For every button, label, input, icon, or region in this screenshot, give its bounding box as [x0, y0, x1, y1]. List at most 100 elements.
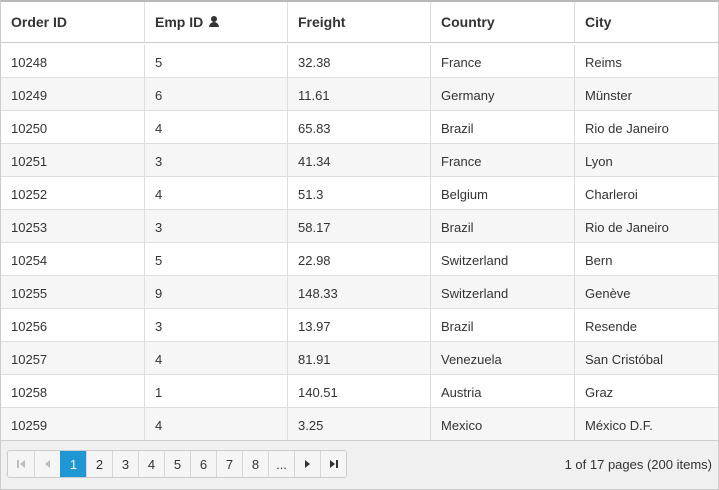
cell-country: Brazil [430, 309, 574, 341]
column-header-city[interactable]: City [574, 2, 718, 42]
table-row[interactable]: 10258 1 140.51 Austria Graz [1, 375, 718, 408]
column-header-label: Freight [298, 14, 346, 30]
cell-order-id: 10258 [11, 384, 48, 400]
cell-city: Charleroi [574, 177, 718, 209]
cell-emp-id: 5 [144, 243, 287, 275]
cell-order-id: 10255 [11, 285, 48, 301]
table-row[interactable]: 10251 3 41.34 France Lyon [1, 144, 718, 177]
next-page-icon [305, 460, 310, 468]
cell-order-id: 10248 [11, 54, 48, 70]
cell-freight: 65.83 [287, 111, 430, 143]
table-row[interactable]: 10252 4 51.3 Belgium Charleroi [1, 177, 718, 210]
cell-freight: 13.97 [287, 309, 430, 341]
next-page-button[interactable] [294, 451, 320, 477]
page-button[interactable]: 2 [86, 451, 112, 477]
cell-country: Belgium [430, 177, 574, 209]
cell-freight: 11.61 [287, 78, 430, 110]
first-page-button[interactable] [8, 451, 34, 477]
cell-country: Switzerland [430, 276, 574, 308]
cell-city: Bern [574, 243, 718, 275]
prev-page-icon [45, 460, 50, 468]
page-button[interactable]: 8 [242, 451, 268, 477]
more-pages-button[interactable]: ... [268, 451, 294, 477]
cell-order-id: 10252 [11, 186, 48, 202]
cell-country: Mexico [430, 408, 574, 440]
prev-page-button[interactable] [34, 451, 60, 477]
cell-country: France [430, 45, 574, 77]
table-row[interactable]: 10250 4 65.83 Brazil Rio de Janeiro [1, 111, 718, 144]
cell-city: Graz [574, 375, 718, 407]
cell-order-id: 10253 [11, 219, 48, 235]
table-row[interactable]: 10259 4 3.25 Mexico México D.F. [1, 408, 718, 441]
column-header-emp-id[interactable]: Emp ID [144, 2, 287, 42]
column-header-country[interactable]: Country [430, 2, 574, 42]
table-row[interactable]: 10248 5 32.38 France Reims [1, 45, 718, 78]
cell-freight: 81.91 [287, 342, 430, 374]
cell-city: Lyon [574, 144, 718, 176]
cell-city: Genève [574, 276, 718, 308]
table-row[interactable]: 10253 3 58.17 Brazil Rio de Janeiro [1, 210, 718, 243]
grid-header: Order ID Emp ID Freight Country City [1, 2, 718, 43]
cell-country: Germany [430, 78, 574, 110]
cell-freight: 51.3 [287, 177, 430, 209]
cell-city: Resende [574, 309, 718, 341]
cell-emp-id: 4 [144, 408, 287, 440]
column-header-freight[interactable]: Freight [287, 2, 430, 42]
cell-country: France [430, 144, 574, 176]
cell-country: Venezuela [430, 342, 574, 374]
cell-city: México D.F. [574, 408, 718, 440]
cell-city: Rio de Janeiro [574, 210, 718, 242]
grid-body: 10248 5 32.38 France Reims 10249 6 11.61 Germany… [1, 45, 718, 441]
person-icon [209, 16, 220, 28]
cell-order-id: 10256 [11, 318, 48, 334]
cell-order-id: 10254 [11, 252, 48, 268]
cell-freight: 140.51 [287, 375, 430, 407]
column-header-label: City [585, 14, 612, 30]
cell-country: Austria [430, 375, 574, 407]
column-header-label: Country [441, 14, 495, 30]
cell-emp-id: 5 [144, 45, 287, 77]
pager: 1 2 3 4 5 6 7 8... 1 of 17 pages (200 items) [1, 440, 718, 489]
cell-emp-id: 9 [144, 276, 287, 308]
cell-order-id: 10250 [11, 120, 48, 136]
cell-emp-id: 3 [144, 309, 287, 341]
page-button[interactable]: 7 [216, 451, 242, 477]
page-button[interactable]: 1 [60, 451, 86, 477]
table-row[interactable]: 10255 9 148.33 Switzerland Genève [1, 276, 718, 309]
cell-freight: 148.33 [287, 276, 430, 308]
cell-freight: 41.34 [287, 144, 430, 176]
first-page-icon [17, 460, 25, 468]
cell-order-id: 10257 [11, 351, 48, 367]
cell-freight: 32.38 [287, 45, 430, 77]
last-page-icon [329, 460, 338, 468]
cell-freight: 58.17 [287, 210, 430, 242]
pager-info: 1 of 17 pages (200 items) [564, 456, 712, 472]
column-header-order-id[interactable]: Order ID [1, 2, 144, 42]
page-button[interactable]: 3 [112, 451, 138, 477]
page-button[interactable]: 6 [190, 451, 216, 477]
page-button[interactable]: 4 [138, 451, 164, 477]
cell-city: Reims [574, 45, 718, 77]
table-row[interactable]: 10256 3 13.97 Brazil Resende [1, 309, 718, 342]
cell-city: Münster [574, 78, 718, 110]
cell-order-id: 10259 [11, 417, 48, 433]
last-page-button[interactable] [320, 451, 346, 477]
cell-emp-id: 3 [144, 210, 287, 242]
cell-emp-id: 4 [144, 342, 287, 374]
pager-buttons: 1 2 3 4 5 6 7 8... [7, 450, 347, 478]
cell-country: Brazil [430, 210, 574, 242]
cell-country: Switzerland [430, 243, 574, 275]
table-row[interactable]: 10257 4 81.91 Venezuela San Cristóbal [1, 342, 718, 375]
column-header-label: Order ID [11, 14, 68, 30]
cell-order-id: 10251 [11, 153, 48, 169]
cell-freight: 22.98 [287, 243, 430, 275]
cell-freight: 3.25 [287, 408, 430, 440]
page-button[interactable]: 5 [164, 451, 190, 477]
cell-emp-id: 3 [144, 144, 287, 176]
table-row[interactable]: 10249 6 11.61 Germany Münster [1, 78, 718, 111]
cell-city: San Cristóbal [574, 342, 718, 374]
cell-emp-id: 4 [144, 177, 287, 209]
table-row[interactable]: 10254 5 22.98 Switzerland Bern [1, 243, 718, 276]
cell-country: Brazil [430, 111, 574, 143]
